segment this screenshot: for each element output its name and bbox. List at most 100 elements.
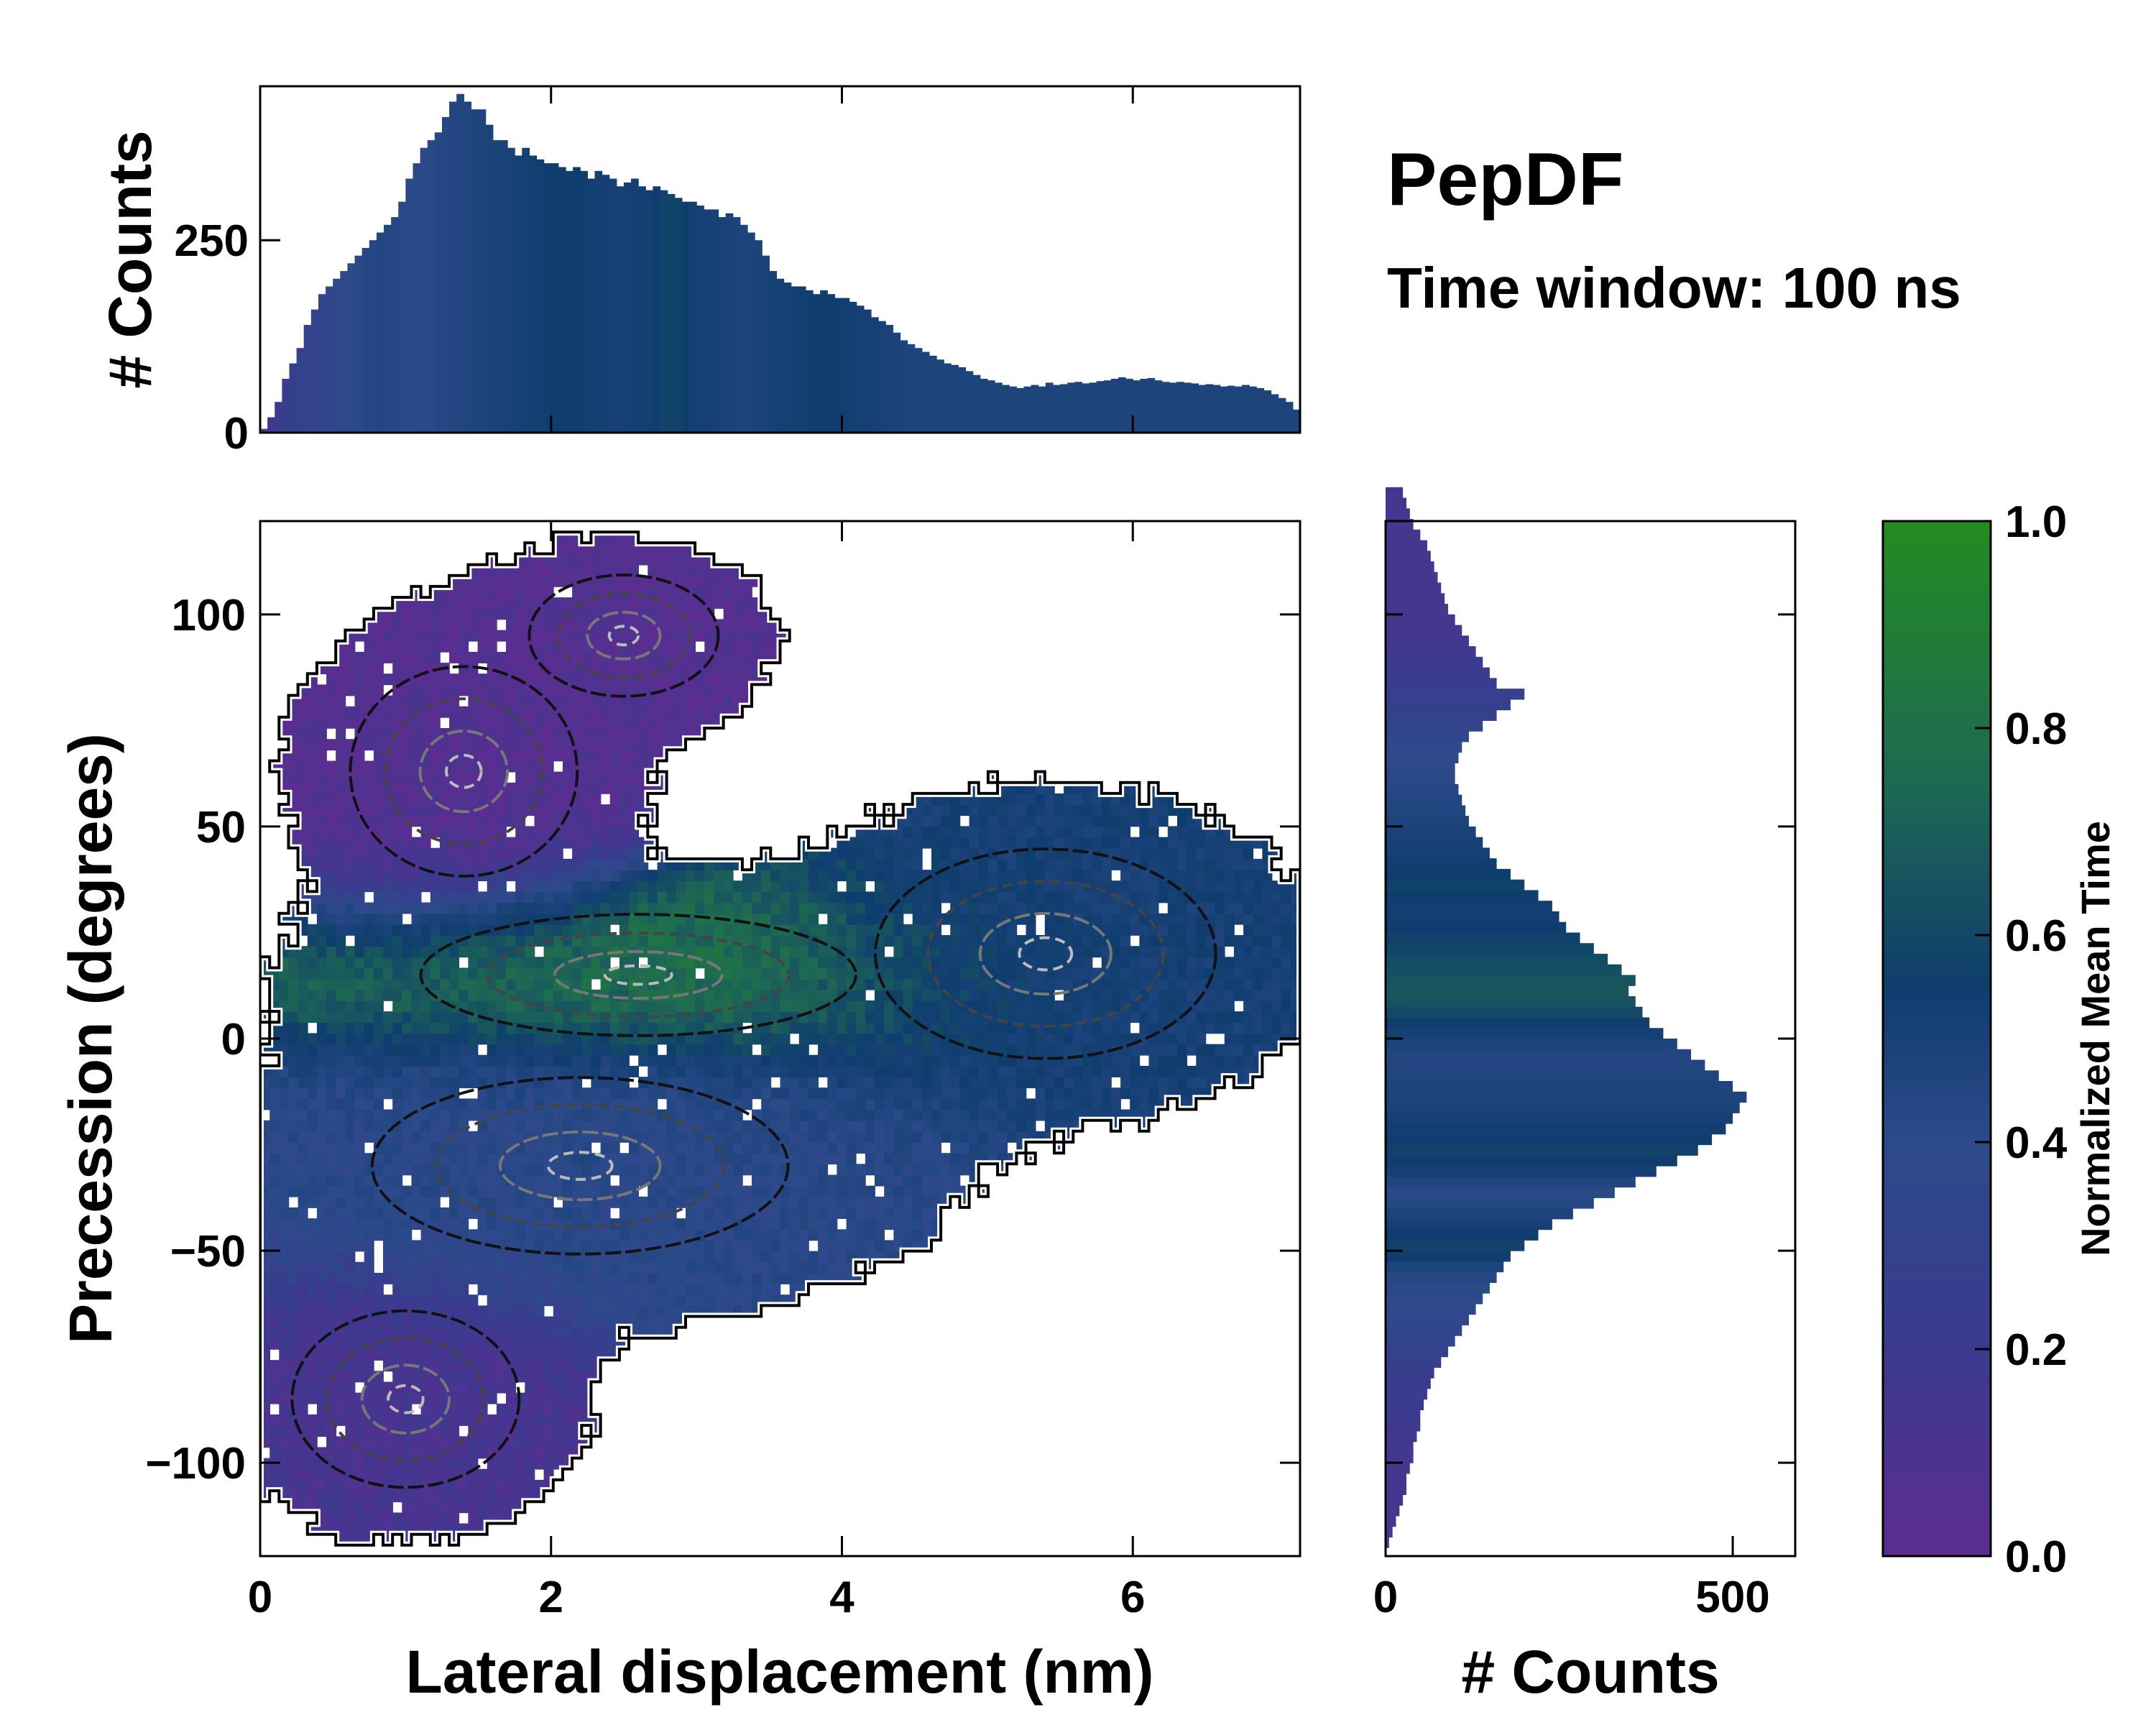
heatmap-cell bbox=[903, 1207, 913, 1219]
heatmap-cell bbox=[430, 1381, 441, 1394]
heatmap-cell bbox=[307, 1272, 318, 1284]
heatmap-cell bbox=[657, 870, 668, 882]
heatmap-cell bbox=[1148, 946, 1159, 958]
heatmap-cell bbox=[364, 957, 374, 969]
heatmap-cell bbox=[591, 804, 602, 816]
heatmap-cell bbox=[770, 891, 781, 903]
heatmap-cell bbox=[921, 1153, 932, 1165]
heatmap-cell bbox=[648, 967, 658, 980]
heatmap-cell bbox=[383, 826, 393, 838]
heatmap-cell bbox=[572, 1392, 583, 1404]
heatmap-cell bbox=[496, 935, 507, 947]
heatmap-cell bbox=[562, 1240, 573, 1252]
heatmap-cell bbox=[383, 1447, 393, 1459]
heatmap-cell bbox=[723, 1000, 734, 1012]
heatmap-cell bbox=[704, 1174, 715, 1187]
heatmap-cell bbox=[411, 880, 422, 893]
heatmap-cell bbox=[543, 1098, 554, 1110]
heatmap-cell bbox=[336, 1077, 346, 1089]
heatmap-cell bbox=[666, 1098, 677, 1110]
heatmap-cell bbox=[1110, 913, 1121, 925]
heatmap-cell bbox=[270, 1207, 280, 1219]
heatmap-cell bbox=[950, 1011, 961, 1024]
heatmap-cell bbox=[978, 978, 989, 990]
heatmap-cell bbox=[695, 902, 706, 914]
heatmap-cell bbox=[846, 935, 857, 947]
heatmap-cell bbox=[373, 1327, 384, 1339]
heatmap-cell bbox=[855, 913, 866, 925]
heatmap-cell bbox=[449, 1327, 460, 1339]
heatmap-cell bbox=[676, 1011, 686, 1024]
heatmap-cell bbox=[855, 902, 866, 914]
heatmap-cell bbox=[770, 1251, 781, 1263]
top-histogram-bar bbox=[550, 163, 559, 433]
heatmap-cell bbox=[411, 1491, 422, 1503]
heatmap-cell bbox=[1139, 837, 1150, 849]
heatmap-cell bbox=[1177, 880, 1187, 893]
heatmap-cell bbox=[808, 1251, 819, 1263]
heatmap-cell bbox=[638, 978, 649, 990]
heatmap-cell bbox=[392, 870, 403, 882]
heatmap-cell bbox=[420, 1142, 431, 1154]
heatmap-cell bbox=[572, 1153, 583, 1165]
heatmap-cell bbox=[449, 1501, 460, 1514]
heatmap-cell bbox=[354, 1164, 365, 1176]
heatmap-cell bbox=[402, 1033, 413, 1045]
heatmap-cell bbox=[420, 946, 431, 958]
heatmap-cell bbox=[420, 1284, 431, 1296]
top-histogram-bar bbox=[1125, 379, 1133, 433]
heatmap-cell bbox=[392, 858, 403, 870]
heatmap-cell bbox=[572, 826, 583, 838]
heatmap-cell bbox=[420, 1033, 431, 1045]
top-histogram-bar bbox=[704, 209, 711, 433]
heatmap-cell bbox=[921, 989, 932, 1001]
heatmap-cell bbox=[987, 1065, 998, 1077]
heatmap-cell bbox=[1101, 870, 1112, 882]
heatmap-cell bbox=[959, 1153, 970, 1165]
heatmap-cell bbox=[420, 858, 431, 870]
top-histogram-bar bbox=[260, 428, 268, 433]
heatmap-cell bbox=[572, 880, 583, 893]
heatmap-cell bbox=[553, 1327, 563, 1339]
heatmap-cell bbox=[1148, 935, 1159, 947]
heatmap-cell bbox=[1082, 891, 1093, 903]
heatmap-cell bbox=[307, 1229, 318, 1241]
heatmap-cell bbox=[383, 1327, 393, 1339]
heatmap-cell bbox=[875, 1098, 885, 1110]
heatmap-cell bbox=[780, 1109, 791, 1121]
heatmap-cell bbox=[316, 1360, 327, 1372]
heatmap-cell bbox=[420, 1294, 431, 1307]
heatmap-cell bbox=[865, 847, 875, 860]
heatmap-cell bbox=[477, 946, 488, 958]
heatmap-cell bbox=[818, 1033, 829, 1045]
heatmap-cell bbox=[383, 1185, 393, 1197]
heatmap-cell bbox=[1177, 924, 1187, 936]
heatmap-cell bbox=[1044, 913, 1055, 925]
heatmap-cell bbox=[798, 1207, 809, 1219]
heatmap-cell bbox=[1035, 815, 1046, 827]
heatmap-cell bbox=[818, 1142, 829, 1154]
heatmap-cell bbox=[1281, 978, 1291, 990]
heatmap-cell bbox=[893, 1153, 904, 1165]
top-histogram-bar bbox=[1292, 409, 1301, 433]
heatmap-cell bbox=[307, 1371, 318, 1383]
heatmap-cell bbox=[865, 924, 875, 936]
heatmap-cell bbox=[354, 1447, 365, 1459]
heatmap-cell bbox=[449, 847, 460, 860]
heatmap-cell bbox=[487, 1087, 497, 1100]
heatmap-cell bbox=[345, 1033, 356, 1045]
heatmap-cell bbox=[818, 902, 829, 914]
heatmap-cell bbox=[449, 1360, 460, 1372]
heatmap-cell bbox=[818, 1011, 829, 1024]
heatmap-cell bbox=[903, 1153, 913, 1165]
heatmap-cell bbox=[506, 1251, 516, 1263]
heatmap-cell bbox=[1167, 902, 1178, 914]
heatmap-cell bbox=[449, 967, 460, 980]
heatmap-cell bbox=[1064, 1011, 1074, 1024]
heatmap-cell bbox=[373, 1153, 384, 1165]
heatmap-cell bbox=[638, 1261, 649, 1274]
heatmap-cell bbox=[581, 1272, 592, 1284]
heatmap-cell bbox=[818, 1218, 829, 1230]
heatmap-cell bbox=[1026, 1054, 1036, 1067]
heatmap-cell bbox=[459, 1392, 469, 1404]
